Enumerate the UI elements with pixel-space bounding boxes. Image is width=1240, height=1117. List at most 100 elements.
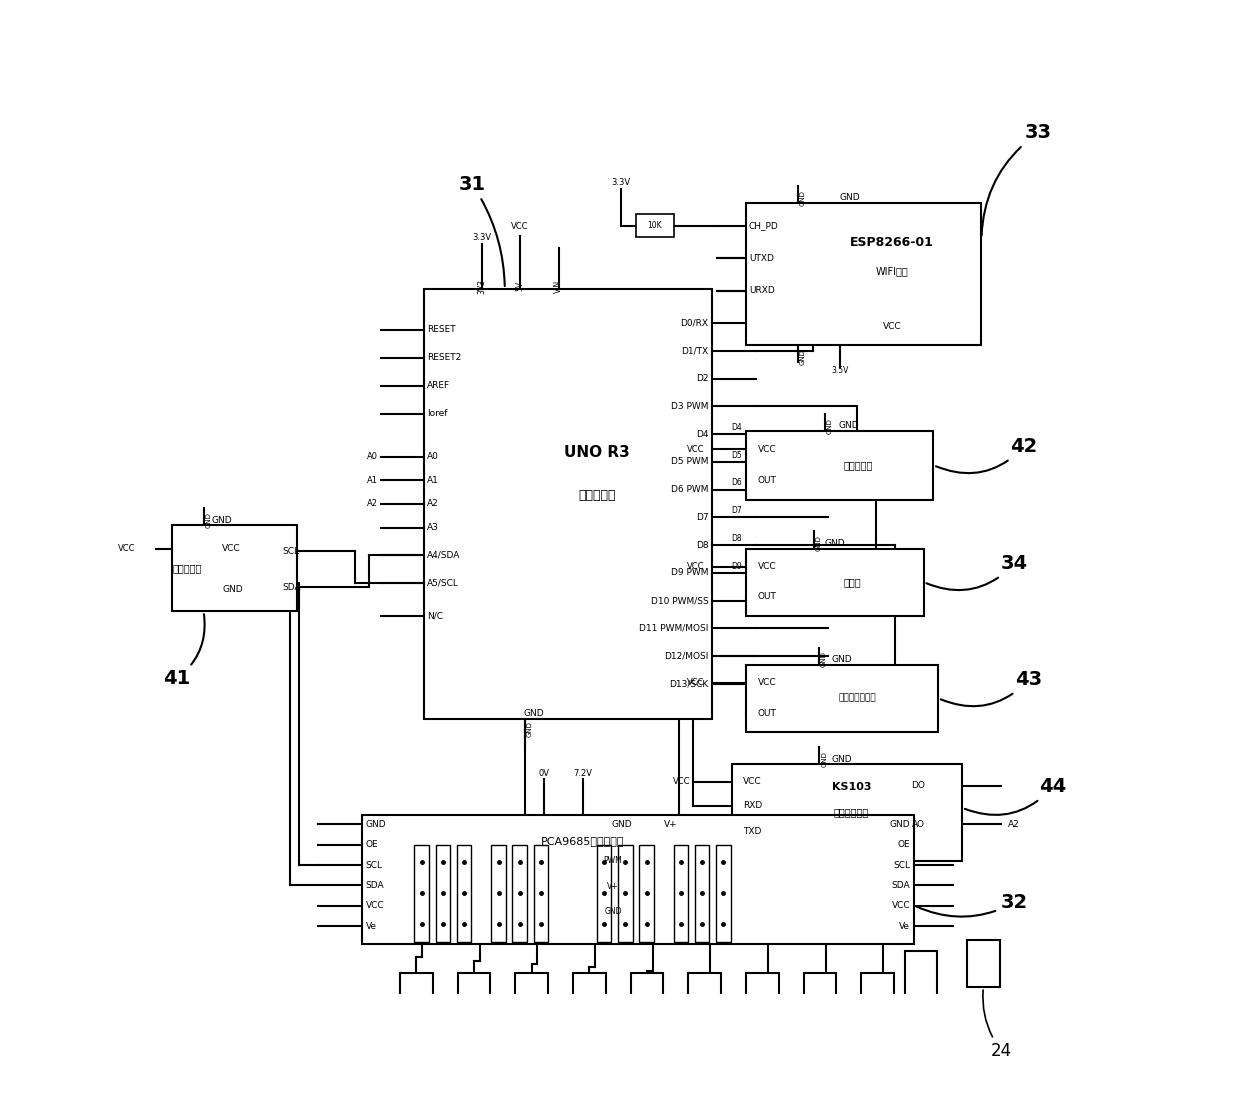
Bar <box>804 973 836 1020</box>
Text: 10K: 10K <box>647 221 662 230</box>
Text: 超声波传感器: 超声波传感器 <box>835 808 869 818</box>
Text: VCC: VCC <box>883 322 901 331</box>
Text: UNO R3: UNO R3 <box>564 445 630 460</box>
Text: 41: 41 <box>162 614 205 688</box>
Text: GND: GND <box>206 513 212 528</box>
Text: GND: GND <box>838 421 859 430</box>
Text: 主控单片机: 主控单片机 <box>578 489 616 502</box>
Bar <box>746 665 939 732</box>
Text: 44: 44 <box>965 777 1066 815</box>
Text: GND: GND <box>800 349 806 365</box>
Bar <box>596 844 611 942</box>
Bar <box>631 973 663 1020</box>
Text: 33: 33 <box>982 123 1052 236</box>
Text: 34: 34 <box>926 554 1028 590</box>
Text: 3V3: 3V3 <box>477 279 486 294</box>
Bar <box>458 973 490 1020</box>
Bar <box>717 844 730 942</box>
Text: D1/TX: D1/TX <box>682 346 708 355</box>
Text: D12/MOSI: D12/MOSI <box>665 651 708 660</box>
Text: A3: A3 <box>427 523 439 532</box>
Text: GND: GND <box>832 655 852 663</box>
Text: 5V: 5V <box>516 281 525 292</box>
Text: 蜂鸣器: 蜂鸣器 <box>844 577 862 588</box>
Text: VIN: VIN <box>554 279 563 293</box>
Bar <box>746 431 934 499</box>
Bar <box>904 951 937 999</box>
Text: RXD: RXD <box>743 801 763 811</box>
Text: KS103: KS103 <box>832 782 872 792</box>
Text: D0/RX: D0/RX <box>681 318 708 327</box>
Text: GND: GND <box>523 709 544 718</box>
Text: WIFI模块: WIFI模块 <box>875 266 909 276</box>
Text: GND: GND <box>825 538 846 548</box>
Text: 42: 42 <box>936 437 1038 474</box>
Text: D11 PWM/MOSI: D11 PWM/MOSI <box>639 624 708 633</box>
Bar <box>746 203 982 345</box>
Text: D7: D7 <box>732 506 742 515</box>
Bar <box>491 844 506 942</box>
Text: 3.3V: 3.3V <box>472 232 491 241</box>
Text: D8: D8 <box>732 534 742 543</box>
Bar <box>456 844 471 942</box>
Bar <box>619 844 632 942</box>
Bar <box>424 289 713 719</box>
Text: ESP8266-01: ESP8266-01 <box>851 236 934 249</box>
Bar <box>967 939 999 987</box>
Text: VCC: VCC <box>687 678 704 687</box>
Text: GND: GND <box>366 820 386 829</box>
Text: 声音传感器: 声音传感器 <box>843 460 873 470</box>
Text: GND: GND <box>604 907 621 916</box>
Text: OUT: OUT <box>758 708 776 717</box>
Bar <box>401 973 433 1020</box>
Bar <box>533 844 548 942</box>
Text: D6 PWM: D6 PWM <box>671 485 708 494</box>
Text: PCA9685舰机控制板: PCA9685舰机控制板 <box>541 836 625 846</box>
Bar <box>435 844 450 942</box>
Text: OUT: OUT <box>758 476 776 485</box>
Text: A2: A2 <box>427 499 439 508</box>
Text: VCC: VCC <box>758 678 776 687</box>
Text: SCL: SCL <box>366 860 382 869</box>
Text: SDA: SDA <box>892 881 910 890</box>
Text: D5: D5 <box>732 450 742 459</box>
Text: VCC: VCC <box>222 544 241 553</box>
Bar <box>640 844 653 942</box>
Text: Ve: Ve <box>366 922 377 930</box>
Text: D5 PWM: D5 PWM <box>671 458 708 467</box>
Text: VCC: VCC <box>892 901 910 910</box>
Text: TXD: TXD <box>743 828 761 837</box>
Bar <box>746 548 924 615</box>
Text: A2: A2 <box>367 499 378 508</box>
Text: N/C: N/C <box>427 611 443 620</box>
Bar <box>635 214 675 237</box>
Text: GND: GND <box>890 820 910 829</box>
Text: D13/SCK: D13/SCK <box>670 679 708 688</box>
Text: VCC: VCC <box>366 901 384 910</box>
Text: A5/SCL: A5/SCL <box>427 579 459 588</box>
Text: 3.5V: 3.5V <box>832 366 849 375</box>
Text: A4/SDA: A4/SDA <box>427 551 460 560</box>
Text: D3 PWM: D3 PWM <box>671 402 708 411</box>
Text: Ioref: Ioref <box>427 409 448 418</box>
Text: 0V: 0V <box>538 770 549 779</box>
Text: GND: GND <box>816 535 821 552</box>
Text: A1: A1 <box>367 476 378 485</box>
Text: CH_PD: CH_PD <box>749 221 779 230</box>
Text: Ve: Ve <box>899 922 910 930</box>
Text: A2: A2 <box>1008 820 1021 829</box>
Text: OE: OE <box>366 840 378 849</box>
Text: 43: 43 <box>941 670 1042 706</box>
Text: RESET2: RESET2 <box>427 353 461 362</box>
Text: 人体红外传感器: 人体红外传感器 <box>838 694 877 703</box>
Text: DO: DO <box>911 781 925 790</box>
Text: UTXD: UTXD <box>749 254 774 262</box>
Text: VCC: VCC <box>758 562 776 571</box>
Bar <box>696 844 709 942</box>
Text: A0: A0 <box>367 452 378 461</box>
Text: OUT: OUT <box>758 592 776 601</box>
Text: GND: GND <box>800 190 806 206</box>
Text: D8: D8 <box>696 541 708 550</box>
Text: SCL: SCL <box>893 860 910 869</box>
Text: D2: D2 <box>696 374 708 383</box>
